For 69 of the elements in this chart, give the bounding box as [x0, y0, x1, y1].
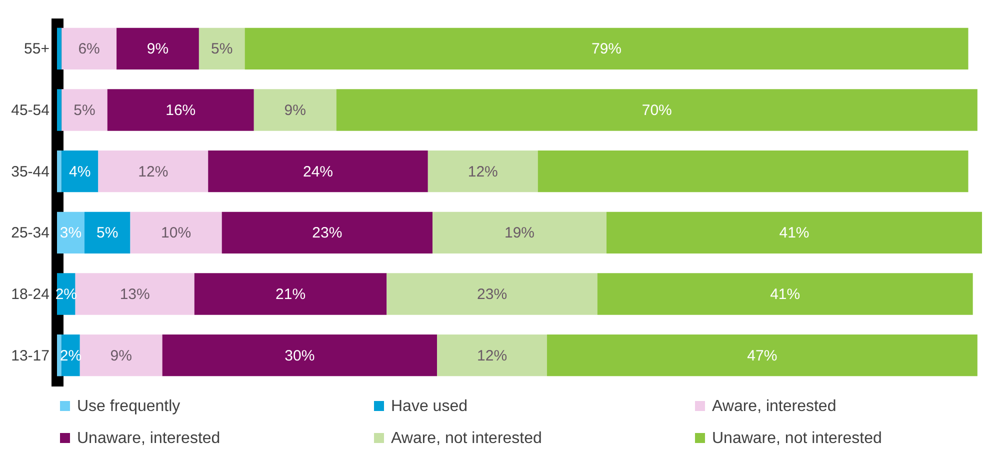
bar [130, 212, 222, 254]
data-label: 47% [747, 347, 778, 364]
bar [57, 212, 84, 254]
bar [432, 212, 607, 254]
bar [162, 334, 438, 376]
bar [84, 212, 130, 254]
data-label: 9% [284, 102, 306, 119]
bar [57, 334, 62, 376]
y-tick-label: 25-34 [11, 224, 50, 242]
legend-label: Unaware, interested [77, 430, 220, 447]
bar [98, 150, 208, 192]
data-label: 19% [504, 224, 535, 242]
y-tick-label: 35-44 [11, 163, 50, 180]
bar [606, 212, 982, 254]
bar [57, 150, 62, 192]
y-tick-label: 45-54 [11, 102, 50, 119]
data-label: 16% [166, 102, 196, 119]
bar [62, 28, 117, 70]
bar [80, 334, 162, 376]
data-label: 24% [303, 163, 334, 180]
legend-label: Have used [391, 398, 468, 415]
data-label: 9% [146, 40, 169, 58]
bar [254, 89, 336, 131]
data-label: 10% [161, 224, 192, 242]
data-label: 3% [60, 224, 82, 242]
bar [107, 89, 254, 131]
data-label: 23% [312, 224, 342, 242]
legend-label: Aware, not interested [391, 430, 542, 447]
legend-label: Aware, interested [712, 398, 836, 415]
bar [57, 89, 62, 131]
bar [546, 334, 978, 376]
data-label: 30% [284, 347, 315, 364]
y-tick-label: 13-17 [11, 347, 50, 364]
bar [538, 150, 968, 192]
bar [198, 28, 245, 70]
legend-label: Use frequently [77, 398, 180, 415]
bar [336, 89, 978, 131]
y-tick-label: 18-24 [11, 286, 50, 303]
bar [116, 28, 199, 70]
data-label: 5% [211, 40, 233, 58]
data-label: 79% [591, 40, 622, 58]
bar [244, 28, 968, 70]
legend-label: Unaware, not interested [712, 430, 882, 447]
data-label: 41% [770, 286, 800, 303]
data-label: 41% [779, 224, 810, 242]
data-label: 4% [69, 163, 91, 180]
data-label: 70% [642, 102, 672, 119]
data-label: 12% [138, 163, 168, 180]
bar [75, 273, 194, 315]
data-label: 9% [110, 347, 132, 364]
bar [208, 150, 428, 192]
data-label: 5% [96, 224, 118, 242]
bar [386, 273, 598, 315]
bar [62, 89, 108, 131]
data-label: 13% [120, 286, 150, 303]
y-tick-label: 55+ [24, 40, 50, 58]
bar [57, 28, 62, 70]
bar [222, 212, 432, 254]
bar [428, 150, 538, 192]
data-label: 12% [477, 347, 508, 364]
data-label: 12% [468, 163, 498, 180]
bar [62, 150, 98, 192]
data-label: 6% [78, 40, 100, 58]
bar [597, 273, 973, 315]
bar [437, 334, 547, 376]
data-label: 23% [477, 286, 508, 303]
bar [194, 273, 387, 315]
data-label: 5% [74, 102, 96, 119]
data-label: 21% [276, 286, 306, 303]
